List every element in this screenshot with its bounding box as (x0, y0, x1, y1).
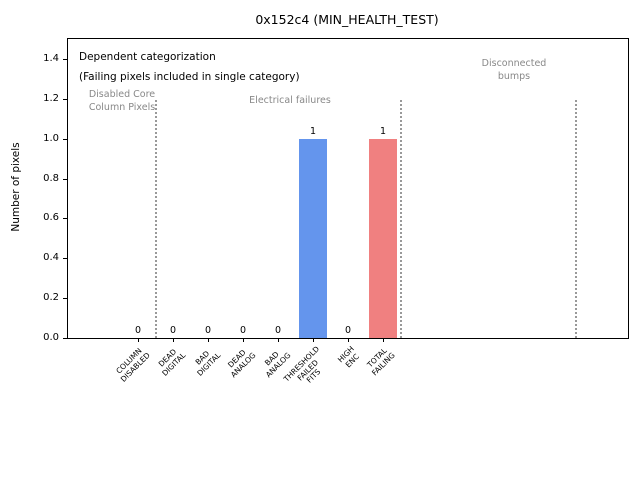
x-tick-mark (208, 338, 209, 342)
x-tick-mark (278, 338, 279, 342)
bar-value-label: 0 (169, 325, 177, 336)
bar-value-label: 0 (274, 325, 282, 336)
x-tick-label: DEAD DIGITAL (156, 347, 187, 378)
x-tick-label: COLUMN DISABLED (114, 346, 152, 384)
y-tick-mark (63, 297, 67, 299)
y-tick-label: 0.0 (43, 331, 59, 343)
x-tick-mark (138, 338, 139, 342)
x-tick-label: BAD DIGITAL (193, 348, 222, 378)
y-tick-label: 0.8 (43, 172, 59, 184)
chart-title: 0x152c4 (MIN_HEALTH_TEST) (255, 12, 439, 27)
section-disconnected-bumps: Disconnected bumps (481, 58, 547, 82)
y-tick-label: 1.0 (43, 132, 59, 144)
y-tick-label: 0.4 (43, 252, 59, 264)
x-tick-label: DEAD ANALOG (225, 347, 257, 379)
bar-value-label: 0 (239, 325, 247, 336)
y-tick-mark (63, 99, 67, 101)
bar-value-label: 1 (309, 126, 317, 138)
dependent-categorization: Dependent categorization (79, 51, 216, 63)
x-tick-label: HIGH ENC (335, 344, 361, 370)
section-separator-line (574, 99, 577, 338)
y-axis-label: Number of pixels (10, 142, 22, 232)
section-separator-line (154, 99, 157, 338)
y-tick-label: 1.4 (43, 53, 59, 65)
y-tick-mark (63, 337, 67, 339)
section-separator-line (399, 99, 402, 338)
x-tick-mark (173, 338, 174, 342)
x-tick-mark (383, 338, 384, 342)
bar-value-label: 0 (134, 325, 142, 336)
y-tick-mark (63, 258, 67, 260)
y-tick-label: 0.6 (43, 212, 59, 224)
y-tick-mark (63, 138, 67, 140)
y-tick-mark (63, 59, 67, 61)
bar (299, 139, 327, 338)
bar (369, 139, 397, 338)
y-tick-mark (63, 178, 67, 180)
bar-value-label: 1 (379, 126, 387, 138)
y-tick-label: 0.2 (43, 291, 59, 303)
section-disabled-core: Disabled Core Column Pixels (88, 89, 156, 113)
bar-value-label: 0 (204, 325, 212, 336)
x-tick-mark (348, 338, 349, 342)
failing-note: (Failing pixels included in single categ… (79, 71, 300, 83)
bar-value-label: 0 (344, 325, 352, 336)
section-electrical-failures: Electrical failures (249, 95, 331, 106)
x-tick-mark (243, 338, 244, 342)
y-tick-label: 1.2 (43, 93, 59, 105)
x-tick-label: TOTAL FAILING (365, 346, 397, 378)
y-tick-mark (63, 218, 67, 220)
x-tick-mark (313, 338, 314, 342)
plot-area: 0 0 0 0 0 1 0 1 0.0 0.2 0.4 0.6 0.8 1.0 1.2 1.4 COLUMN… (43, 38, 629, 385)
